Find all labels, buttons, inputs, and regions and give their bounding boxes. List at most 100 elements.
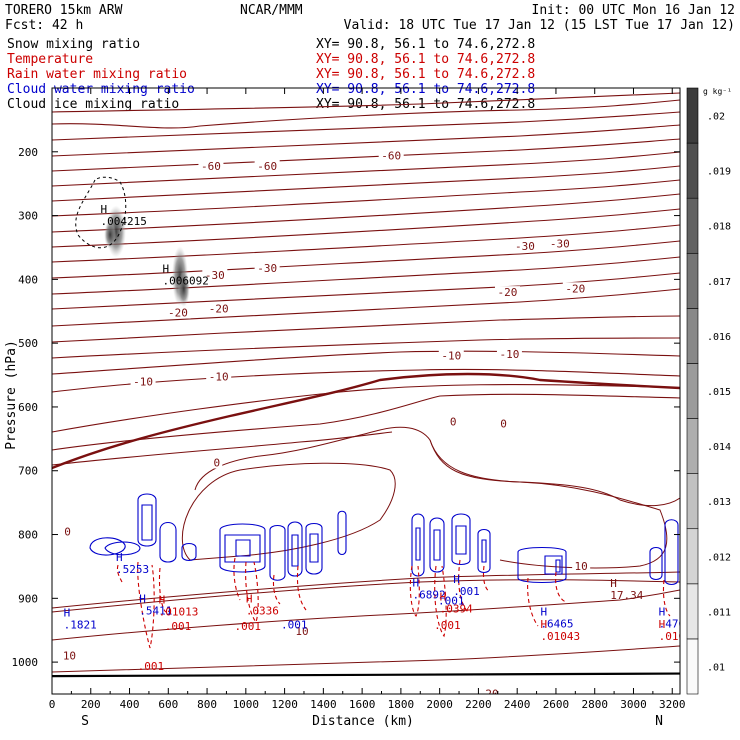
colorbar-segment xyxy=(686,528,699,585)
center-label: NCAR/MMM xyxy=(240,3,303,18)
rain-contour xyxy=(233,557,241,601)
extremum-marker: H xyxy=(540,618,547,631)
colorbar-segment xyxy=(686,363,699,419)
isotherm-label: -10 xyxy=(209,370,229,383)
colorbar-segment xyxy=(686,583,699,640)
surface-line xyxy=(52,672,680,678)
colorbar-segment xyxy=(686,252,699,309)
cloud-water-contour xyxy=(159,521,177,563)
legend-field-xy: XY= 90.8, 56.1 to 74.6,272.8 xyxy=(316,97,535,112)
rain-contour xyxy=(434,565,447,638)
isotherm-label: 0 xyxy=(64,525,71,538)
y-tick-label: 400 xyxy=(18,273,38,286)
colorbar-tick-label: .01 xyxy=(707,662,725,673)
cloud-water-contour xyxy=(415,527,421,561)
x-tick-label: 3000 xyxy=(620,698,647,711)
cloud-water-contour xyxy=(235,539,251,557)
cloud-water-contour xyxy=(517,546,567,584)
cloud-water-contour xyxy=(104,541,141,556)
rain-contour xyxy=(662,579,671,617)
x-tick-label: 400 xyxy=(120,698,140,711)
init-time: Init: 00 UTC Mon 16 Jan 12 xyxy=(532,3,736,18)
colorbar-tick-label: .012 xyxy=(707,552,731,563)
y-tick-label: 600 xyxy=(18,401,38,414)
cloud-water-contour xyxy=(544,555,563,575)
cloud-water-contour xyxy=(555,559,561,573)
cloud-water-contour xyxy=(455,525,467,555)
colorbar-segment xyxy=(686,197,699,254)
extremum-value: .006092 xyxy=(162,274,208,287)
legend-field-xy: XY= 90.8, 56.1 to 74.6,272.8 xyxy=(316,37,535,52)
snow-shading xyxy=(177,270,190,307)
legend-field-name: Snow mixing ratio xyxy=(7,37,140,52)
y-tick-label: 700 xyxy=(18,465,38,478)
cloud-water-contour xyxy=(287,521,303,577)
x-tick-label: 1200 xyxy=(271,698,298,711)
x-tick-label: 2400 xyxy=(504,698,531,711)
x-tick-label: 0 xyxy=(49,698,56,711)
forecast-hour: Fcst: 42 h xyxy=(5,18,83,33)
cloud-water-contour xyxy=(89,537,126,556)
cloud-water-contour xyxy=(664,519,679,586)
extremum-marker: H xyxy=(413,576,420,589)
isotherm-label: -30 xyxy=(257,262,277,275)
cloud-water-contour xyxy=(481,539,487,563)
isotherm-label: -30 xyxy=(205,269,225,282)
legend-field-name: Rain water mixing ratio xyxy=(7,67,187,82)
isotherm-label: 10 xyxy=(63,650,76,663)
isotherm-line xyxy=(52,589,680,641)
colorbar-tick-label: .013 xyxy=(707,497,731,508)
isotherm-line xyxy=(52,99,680,129)
x-tick-label: 2200 xyxy=(465,698,492,711)
colorbar-tick-label: .02 xyxy=(707,112,725,123)
rain-contour-label: .001 xyxy=(235,620,262,633)
cloud-water-contour xyxy=(309,533,319,563)
cloud-water-contour xyxy=(337,510,347,556)
cloud-water-contour-label: .001 xyxy=(438,595,465,608)
cloud-water-contour xyxy=(649,546,663,581)
model-title: TORERO 15km ARW xyxy=(5,3,123,18)
cloud-water-contour xyxy=(305,522,323,575)
extremum-value: .5253 xyxy=(116,563,149,576)
x-tick-label: 1800 xyxy=(388,698,415,711)
extremum-value: .1821 xyxy=(64,618,97,631)
isotherm-line xyxy=(52,240,680,279)
isotherm-line xyxy=(52,256,680,295)
extremum-value: .4768 xyxy=(659,618,692,631)
colorbar-segment xyxy=(686,418,699,474)
y-tick-label: 800 xyxy=(18,529,38,542)
isotherm-label: 10 xyxy=(295,625,308,638)
isotherm-line xyxy=(52,193,680,233)
extremum-value: .001 xyxy=(453,585,480,598)
cloud-water-contour xyxy=(477,528,491,574)
isotherm-line xyxy=(52,179,680,217)
x-axis-north-label: N xyxy=(655,714,663,729)
rain-contour-label: .001 xyxy=(138,660,165,673)
isotherm-label: -60 xyxy=(257,160,277,173)
isotherm-line xyxy=(52,224,680,263)
extremum-value: .01043 xyxy=(540,630,580,643)
legend-field-name: Cloud ice mixing ratio xyxy=(7,97,179,112)
y-tick-label: 200 xyxy=(18,146,38,159)
rain-contour xyxy=(245,561,259,624)
colorbar-segment xyxy=(686,638,699,695)
isotherm-label: 20 xyxy=(485,687,498,700)
extremum-marker: H xyxy=(162,262,169,275)
isotherm-label: -20 xyxy=(498,286,518,299)
x-tick-label: 600 xyxy=(158,698,178,711)
colorbar-segment xyxy=(686,473,699,530)
isotherm-line xyxy=(52,208,680,248)
isotherm-label: -60 xyxy=(201,160,221,173)
extremum-marker: H xyxy=(246,592,253,605)
rain-contour xyxy=(555,571,567,603)
extremum-marker: H xyxy=(540,606,547,619)
y-tick-label: 900 xyxy=(18,592,38,605)
colorbar-tick-label: .015 xyxy=(707,387,731,398)
isotherm-label: -10 xyxy=(133,375,153,388)
rain-contour xyxy=(137,561,155,649)
x-axis-label: Distance (km) xyxy=(312,714,414,729)
cloud-water-contour xyxy=(451,513,471,566)
colorbar: .01 .011 .012 .013 .014 .015 .016 .017 .018 .019.… xyxy=(686,87,732,695)
colorbar-unit: g kg⁻¹ xyxy=(703,87,732,96)
